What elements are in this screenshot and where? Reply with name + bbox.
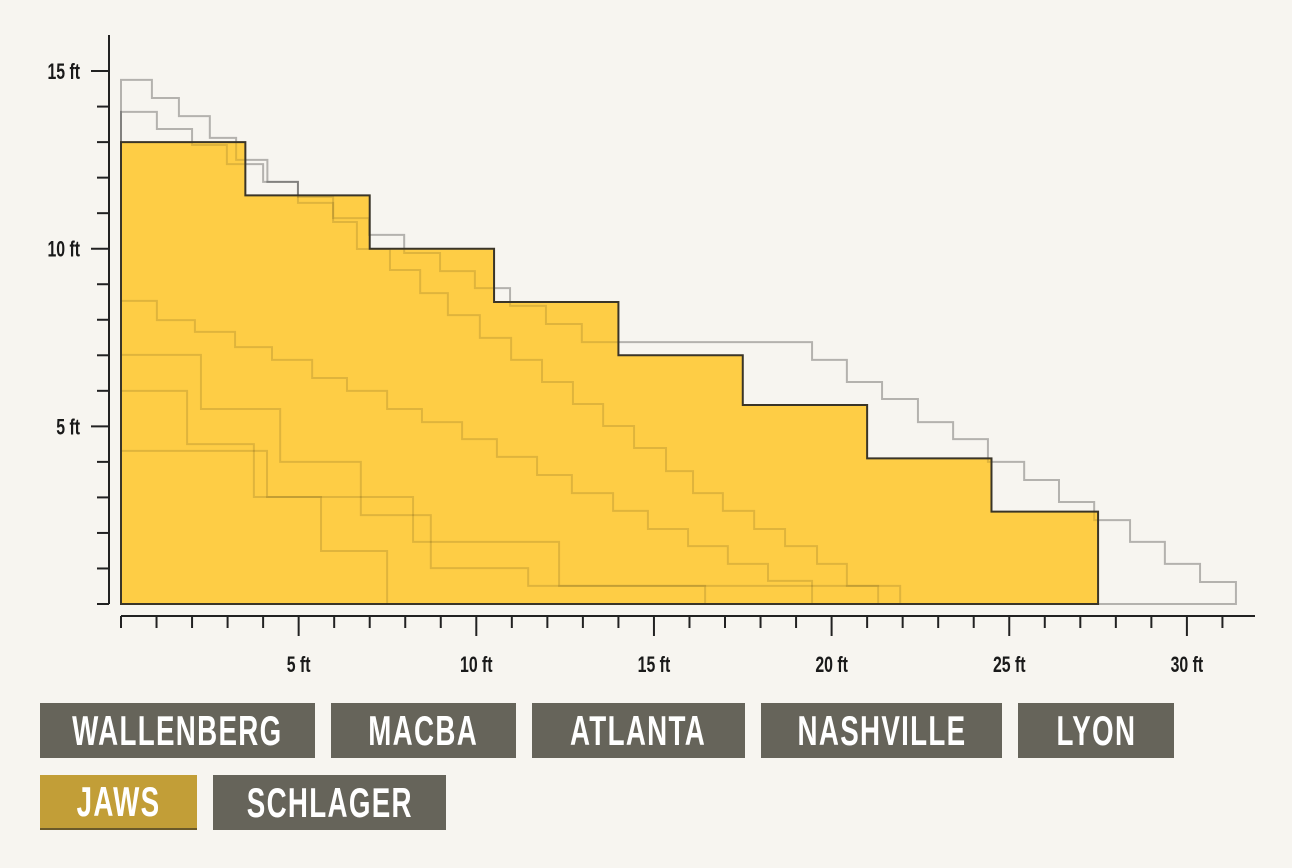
series-button-schlager[interactable]: SCHLAGER [213, 775, 446, 830]
other-series-overlay [120, 78, 1237, 605]
series-line-overlay-schlager [120, 449, 880, 605]
x-tick-label: 15 ft [638, 654, 671, 678]
button-label: MACBA [368, 706, 479, 754]
highlight-outline-layer [120, 141, 1100, 605]
series-line-overlay-wallenberg [120, 78, 1237, 605]
x-tick-label: 30 ft [1171, 654, 1204, 678]
x-tick-label: 25 ft [993, 654, 1026, 678]
series-line-overlay-atlanta [120, 299, 814, 605]
series-area-jaws [121, 142, 1099, 605]
series-button-atlanta[interactable]: ATLANTA [532, 703, 745, 758]
series-line-overlay-nashville [120, 353, 707, 605]
y-tick-label: 5 ft [56, 416, 80, 440]
highlight-series-layer [121, 142, 1099, 605]
button-label: SCHLAGER [246, 778, 413, 826]
series-button-lyon[interactable]: LYON [1018, 703, 1174, 758]
series-button-wallenberg[interactable]: WALLENBERG [40, 703, 315, 758]
series-outline-jaws [120, 141, 1100, 605]
button-label: JAWS [76, 777, 161, 825]
x-tick-label: 5 ft [287, 654, 311, 678]
button-label: ATLANTA [570, 706, 707, 754]
x-tick-label: 10 ft [460, 654, 493, 678]
button-label: WALLENBERG [72, 706, 283, 754]
button-label: NASHVILLE [797, 706, 966, 754]
tick-marks [91, 70, 1224, 636]
step-chart: 5 ft 10 ft 15 ft 5 ft 10 ft 15 ft 20 ft … [47, 35, 1255, 678]
series-button-macba[interactable]: MACBA [331, 703, 516, 758]
series-line-overlay-macba [120, 110, 902, 605]
tick-labels: 5 ft 10 ft 15 ft 5 ft 10 ft 15 ft 20 ft … [47, 61, 1203, 678]
series-line-overlay-lyon [120, 389, 389, 605]
x-tick-label: 20 ft [815, 654, 848, 678]
series-button-jaws[interactable]: JAWS [40, 775, 197, 830]
series-button-nashville[interactable]: NASHVILLE [761, 703, 1002, 758]
button-label: LYON [1056, 706, 1136, 754]
y-tick-label: 15 ft [47, 61, 80, 85]
y-tick-label: 10 ft [47, 238, 80, 262]
